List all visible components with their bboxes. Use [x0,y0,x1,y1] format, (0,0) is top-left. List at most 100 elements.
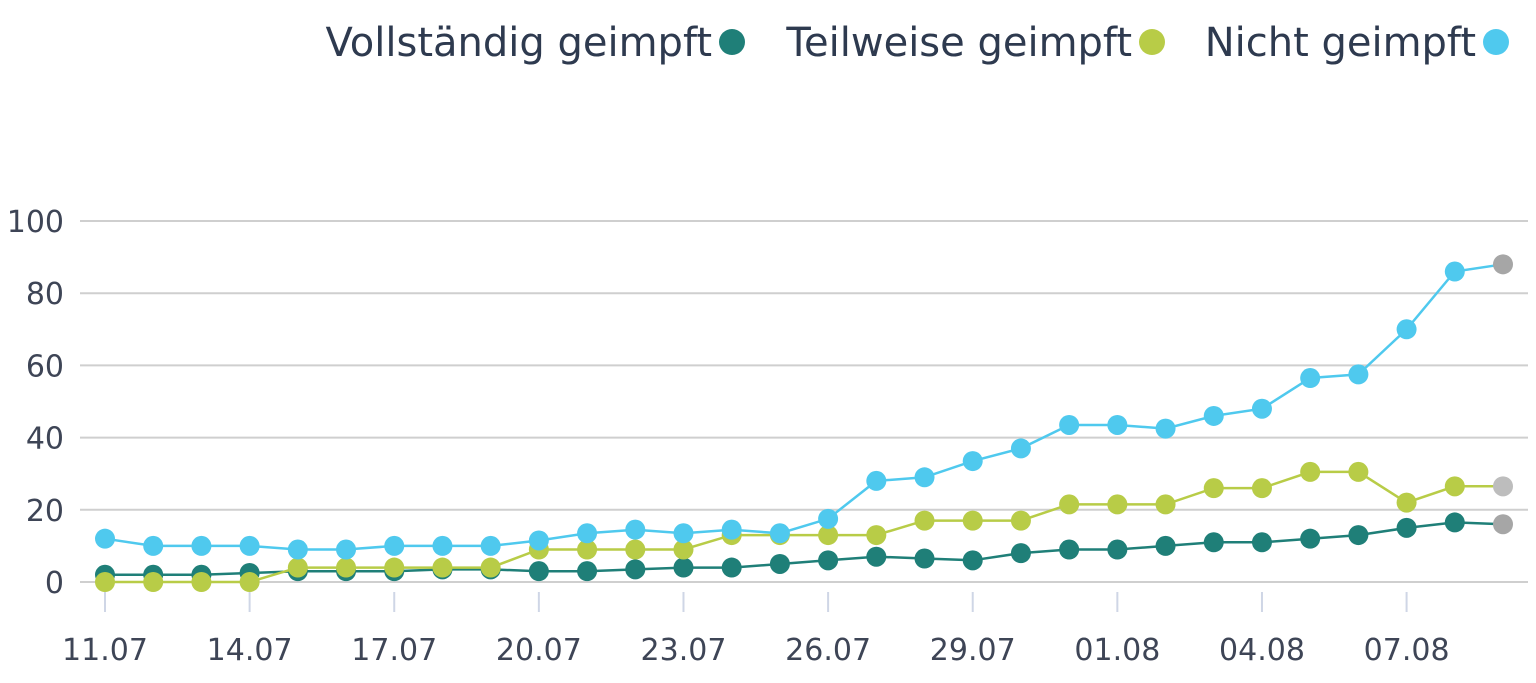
data-point[interactable] [1300,461,1321,482]
data-point[interactable] [1444,476,1465,497]
x-tick-label: 11.07 [62,633,148,668]
data-point[interactable] [480,557,501,578]
data-point[interactable] [818,525,839,546]
data-point[interactable] [1203,405,1224,426]
data-point[interactable] [721,557,742,578]
data-point[interactable] [1348,364,1369,385]
data-point[interactable] [384,557,405,578]
data-point[interactable] [625,559,646,580]
data-point[interactable] [191,535,212,556]
data-point[interactable] [1300,368,1321,389]
data-point[interactable] [191,572,212,592]
data-point[interactable] [962,510,983,531]
data-point[interactable] [914,510,935,531]
x-tick-label: 20.07 [496,633,582,668]
data-point[interactable] [1010,438,1031,459]
data-point[interactable] [1444,512,1465,533]
data-point[interactable] [1493,514,1513,535]
data-point[interactable] [673,539,694,560]
data-point[interactable] [528,561,549,582]
data-point[interactable] [1107,494,1128,515]
data-point[interactable] [384,535,405,556]
data-point[interactable] [287,539,308,560]
data-point[interactable] [721,519,742,540]
data-point[interactable] [625,519,646,540]
data-point[interactable] [1059,414,1080,435]
y-tick-label: 60 [26,349,64,384]
legend-label-vollstaendig-geimpft: Vollständig geimpft [326,20,712,66]
data-point[interactable] [1010,543,1031,564]
data-point[interactable] [1300,528,1321,549]
data-point[interactable] [1251,478,1272,499]
data-point[interactable] [818,508,839,529]
data-point[interactable] [1493,476,1513,497]
data-point[interactable] [143,535,164,556]
legend-label-teilweise-geimpft: Teilweise geimpft [785,20,1132,66]
data-point[interactable] [962,550,983,571]
data-point[interactable] [239,535,260,556]
data-point[interactable] [432,557,453,578]
y-axis: 0 20 40 60 80 100 [7,205,64,601]
series-2 [95,254,1513,560]
data-point[interactable] [673,523,694,544]
data-point[interactable] [1155,418,1176,439]
data-point[interactable] [866,470,887,491]
data-point[interactable] [962,451,983,472]
data-point[interactable] [287,557,308,578]
data-point[interactable] [1010,510,1031,531]
data-point[interactable] [818,550,839,571]
grid [80,220,1528,583]
legend-label-nicht-geimpft: Nicht geimpft [1205,20,1476,66]
data-point[interactable] [1155,535,1176,556]
x-tick-label: 14.07 [207,633,293,668]
data-point[interactable] [1059,494,1080,515]
data-point[interactable] [866,525,887,546]
data-point[interactable] [769,553,790,574]
data-point[interactable] [1203,532,1224,553]
data-point[interactable] [1444,261,1465,282]
data-point[interactable] [1059,539,1080,560]
legend-item-teilweise-geimpft[interactable]: Teilweise geimpft [785,20,1165,66]
x-tick-label: 04.08 [1219,633,1305,668]
data-point[interactable] [143,572,164,592]
data-point[interactable] [432,535,453,556]
y-tick-label: 80 [26,277,64,312]
data-point[interactable] [239,572,260,592]
data-point[interactable] [1107,539,1128,560]
data-point[interactable] [528,530,549,551]
data-point[interactable] [1348,525,1369,546]
data-point[interactable] [577,561,598,582]
y-tick-label: 0 [45,566,64,601]
data-point[interactable] [480,535,501,556]
legend-item-vollstaendig-geimpft[interactable]: Vollständig geimpft [326,20,745,66]
data-point[interactable] [1396,319,1417,340]
data-point[interactable] [673,557,694,578]
data-point[interactable] [1493,254,1513,275]
data-point[interactable] [1396,492,1417,513]
legend-marker-teilweise-geimpft [1139,29,1165,55]
x-tick-label: 01.08 [1074,633,1160,668]
data-point[interactable] [95,528,115,549]
data-point[interactable] [914,467,935,488]
legend-item-nicht-geimpft[interactable]: Nicht geimpft [1205,20,1509,66]
data-point[interactable] [95,572,115,592]
data-point[interactable] [1155,494,1176,515]
data-point[interactable] [577,539,598,560]
data-point[interactable] [1107,414,1128,435]
data-point[interactable] [1251,398,1272,419]
series-layer [95,254,1513,592]
y-tick-label: 40 [26,422,64,457]
data-point[interactable] [1251,532,1272,553]
data-point[interactable] [625,539,646,560]
data-point[interactable] [914,548,935,569]
data-point[interactable] [577,523,598,544]
data-point[interactable] [1203,478,1224,499]
legend-marker-nicht-geimpft [1483,29,1509,55]
data-point[interactable] [769,523,790,544]
data-point[interactable] [1396,517,1417,538]
data-point[interactable] [336,557,357,578]
data-point[interactable] [1348,461,1369,482]
data-point[interactable] [866,546,887,567]
data-point[interactable] [336,539,357,560]
